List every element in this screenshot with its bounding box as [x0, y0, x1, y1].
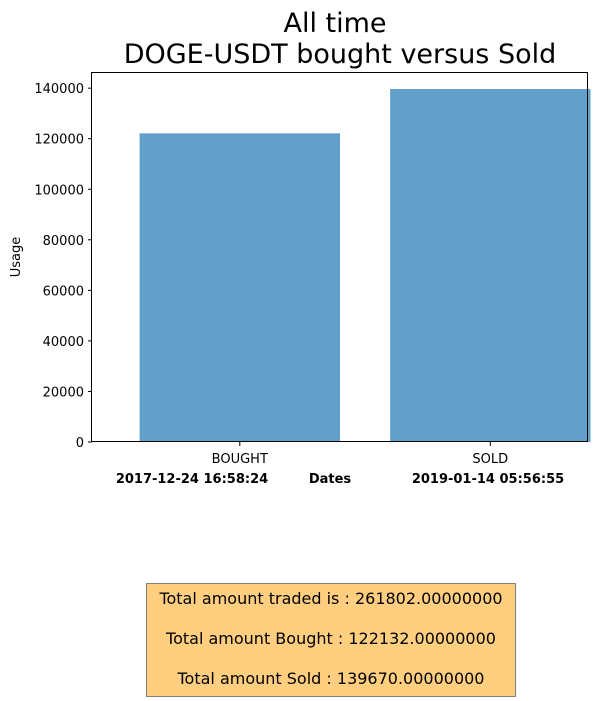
plot-frame [91, 72, 588, 442]
total-bought-text: Total amount Bought : 122132.00000000 [166, 629, 496, 648]
total-traded-text: Total amount traded is : 261802.00000000 [159, 589, 503, 608]
x-axis-end-date: 2019-01-14 05:56:55 [412, 472, 564, 487]
chart-title-line-1: All time [283, 8, 386, 39]
y-tick-label: 100000 [34, 183, 84, 198]
summary-box: Total amount traded is : 261802.00000000… [146, 583, 516, 697]
y-tick-label: 140000 [34, 82, 84, 97]
x-ticks-group: BOUGHT SOLD [212, 442, 508, 467]
x-tick-label: SOLD [472, 452, 508, 467]
y-tick-label: 80000 [43, 234, 84, 249]
y-tick-label: 40000 [43, 335, 84, 350]
x-axis-label: Dates [309, 472, 352, 487]
y-axis-label: Usage [9, 237, 24, 278]
bar-bought [139, 133, 340, 442]
x-axis-start-date: 2017-12-24 16:58:24 [116, 472, 268, 487]
y-ticks-group: 0 20000 40000 60000 80000 100000 120000 140000 [34, 82, 92, 451]
bar-sold [390, 88, 591, 443]
y-tick-label: 20000 [43, 385, 84, 400]
total-sold-text: Total amount Sold : 139670.00000000 [177, 669, 485, 688]
bars-group [139, 88, 591, 443]
y-tick-label: 0 [76, 436, 84, 451]
bar-chart: All time DOGE-USDT bought versus Sold 0 2… [9, 8, 591, 487]
x-tick-label: BOUGHT [212, 452, 268, 467]
chart-title-line-2: DOGE-USDT bought versus Sold [124, 39, 557, 70]
y-tick-label: 120000 [34, 133, 84, 148]
y-tick-label: 60000 [43, 284, 84, 299]
